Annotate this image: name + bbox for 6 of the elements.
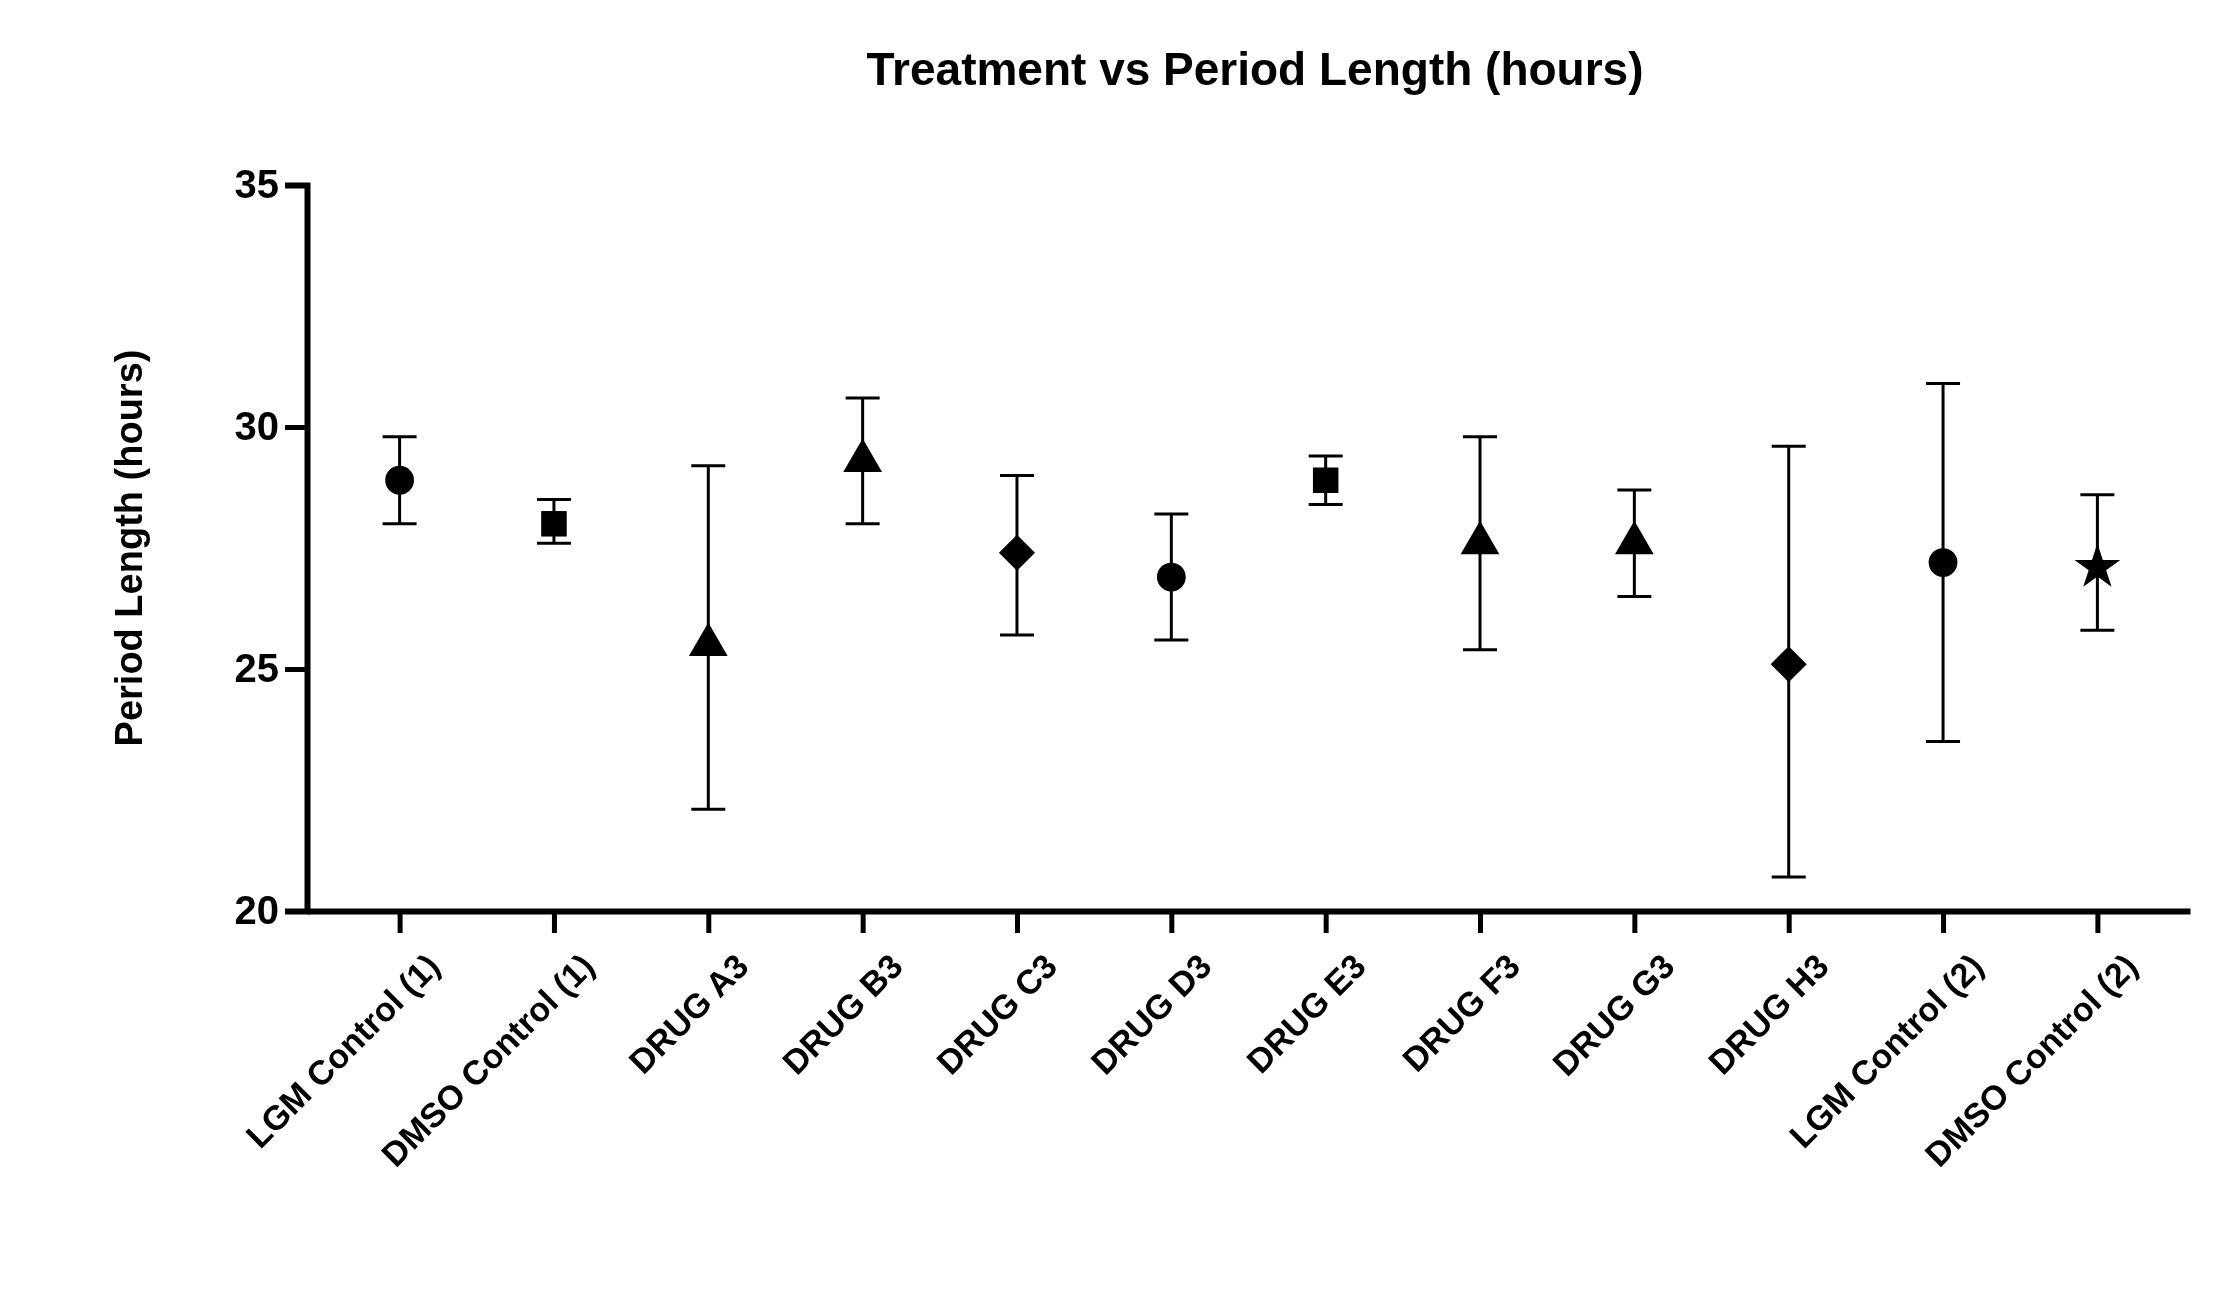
y-tick-label: 20 (234, 888, 279, 933)
y-tick-label: 30 (234, 404, 279, 449)
y-axis-title: Period Length (hours) (108, 349, 150, 747)
chart-title: Treatment vs Period Length (hours) (866, 43, 1644, 95)
y-tick-label: 35 (234, 162, 279, 207)
y-tick-label: 25 (234, 646, 279, 691)
